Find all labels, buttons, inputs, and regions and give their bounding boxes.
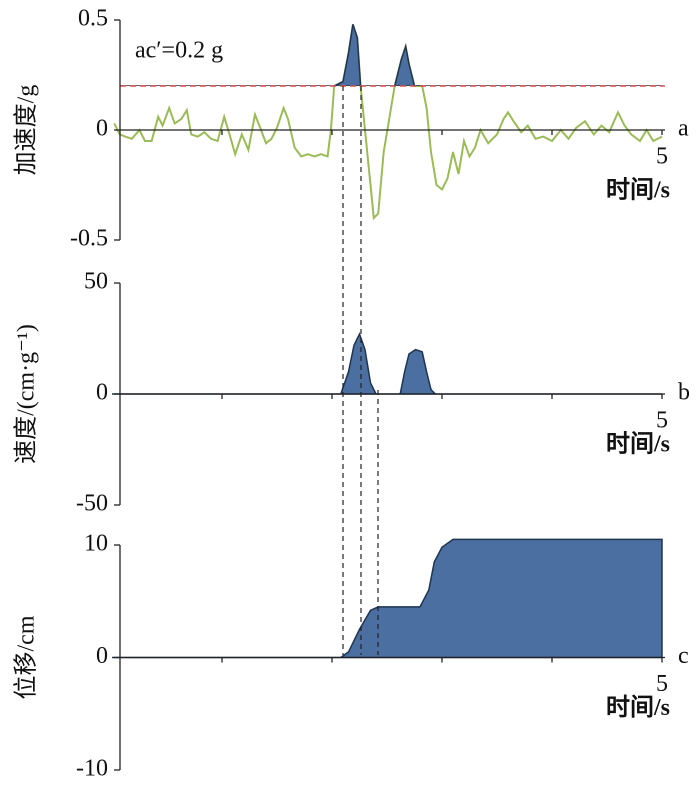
x-tick-label: 5 bbox=[656, 671, 668, 697]
y-tick-label: -0.5 bbox=[70, 226, 108, 252]
y-axis-label: 加速度/g bbox=[13, 85, 40, 176]
x-axis-label: 时间/s bbox=[606, 431, 670, 458]
y-tick-label: 0 bbox=[96, 643, 108, 669]
x-axis-label: 时间/s bbox=[606, 177, 670, 204]
annotation: ac′=0.2 g bbox=[135, 38, 223, 64]
y-tick-label: -50 bbox=[76, 491, 108, 517]
area bbox=[112, 538, 663, 659]
y-tick-label: -10 bbox=[76, 756, 108, 782]
acceleration-line bbox=[113, 24, 663, 221]
y-tick-label: 0 bbox=[96, 380, 108, 406]
panel: ac′=0.2 g 0.5 0 -0.5 5 时间/s a 加速度/g bbox=[13, 6, 690, 252]
y-tick-label: 50 bbox=[84, 269, 108, 295]
panel: 10 0 -10 5时间/s c 位移/cm bbox=[13, 531, 689, 782]
y-axis-label: 速度/(cm·g⁻¹) bbox=[13, 324, 40, 464]
panel-label: b bbox=[678, 380, 690, 406]
area bbox=[112, 332, 662, 395]
y-tick-label: 10 bbox=[84, 531, 108, 557]
x-axis-label: 时间/s bbox=[606, 694, 670, 721]
y-axis-label: 位移/cm bbox=[13, 615, 40, 699]
panel-label: c bbox=[678, 643, 689, 669]
x-tick-label: 5 bbox=[656, 144, 668, 170]
y-tick-label: 0.5 bbox=[78, 6, 108, 32]
panel-label: a bbox=[678, 116, 689, 142]
y-tick-label: 0 bbox=[96, 116, 108, 142]
panel: 50 0 -50 5时间/s b 速度/(cm·g⁻¹) bbox=[13, 269, 691, 517]
x-tick-label: 5 bbox=[656, 408, 668, 434]
